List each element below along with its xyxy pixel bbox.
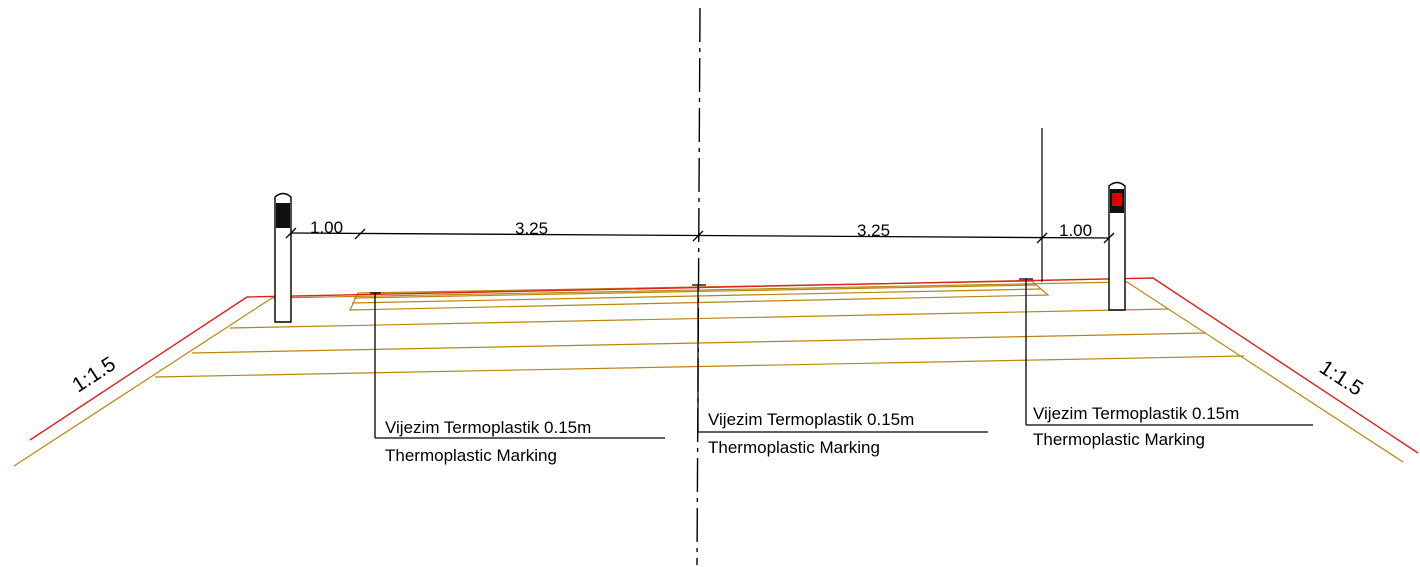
right-delineator-post xyxy=(1108,181,1126,311)
left-delineator-post xyxy=(274,192,292,323)
dim-left-shoulder: 1.00 xyxy=(310,218,343,237)
marking-center-line2: Thermoplastic Marking xyxy=(708,438,880,457)
left-post-reflector xyxy=(276,203,290,228)
slope-right-label: 1:1.5 xyxy=(1315,356,1367,401)
marking-left-line1: Vijezim Termoplastik 0.15m xyxy=(385,418,591,437)
dim-right-lane: 3.25 xyxy=(857,221,890,240)
embankment-outer-line xyxy=(13,281,1404,467)
dimension-line xyxy=(285,227,1115,244)
slope-left-label: 1:1.5 xyxy=(68,352,120,397)
dim-left-lane: 3.25 xyxy=(515,219,548,238)
marking-left-line2: Thermoplastic Marking xyxy=(385,446,557,465)
marking-line-a xyxy=(353,284,1037,299)
right-post-reflector xyxy=(1112,193,1122,206)
layer-line-2 xyxy=(191,332,1207,354)
marking-line-b xyxy=(351,288,1042,304)
layer-line-1 xyxy=(229,308,1169,329)
dim-right-shoulder: 1.00 xyxy=(1059,221,1092,240)
marking-center-line1: Vijezim Termoplastik 0.15m xyxy=(708,410,914,429)
marking-right-line2: Thermoplastic Marking xyxy=(1033,430,1205,449)
layer-line-3 xyxy=(154,355,1245,378)
marking-right-line1: Vijezim Termoplastik 0.15m xyxy=(1033,404,1239,423)
surface-edge xyxy=(29,277,1419,454)
marking-leaders xyxy=(370,278,1313,439)
